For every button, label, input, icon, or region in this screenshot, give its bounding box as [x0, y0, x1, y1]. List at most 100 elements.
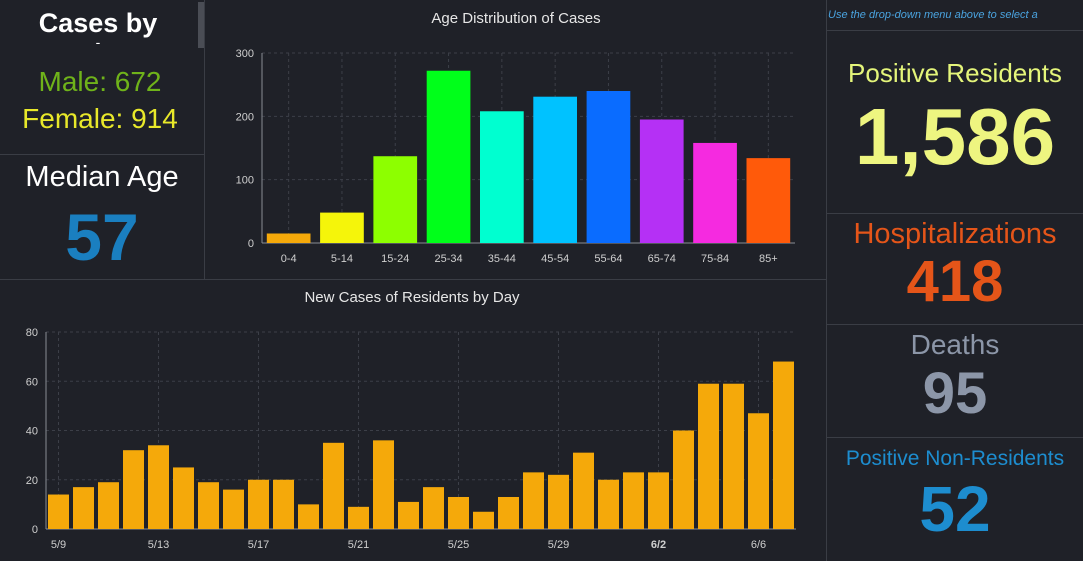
bar-5/13[interactable]	[148, 445, 169, 529]
bar-5/9[interactable]	[48, 494, 69, 529]
bar-6/5[interactable]	[723, 383, 744, 529]
deaths-label: Deaths	[910, 329, 1000, 360]
x-tick-label: 25-34	[434, 253, 462, 265]
bar-5/31[interactable]	[598, 479, 619, 529]
x-tick-label: 85+	[759, 253, 778, 265]
hospitalizations-label: Hospitalizations	[853, 218, 1057, 250]
bar-5/24[interactable]	[423, 487, 444, 529]
bar-5/26[interactable]	[473, 511, 494, 529]
separator	[827, 30, 1083, 31]
median-age-panel: Median Age 57	[0, 155, 204, 279]
panel-scrollbar[interactable]	[198, 2, 204, 48]
x-tick-label: 15-24	[381, 253, 409, 265]
median-age-label: Median Age	[25, 161, 179, 193]
x-tick-label: 5/9	[51, 539, 66, 551]
bar-35-44[interactable]	[479, 111, 524, 244]
deaths-value: 95	[922, 361, 988, 426]
bar-5/29[interactable]	[548, 474, 569, 529]
y-tick-label: 80	[26, 327, 38, 339]
bar-65-74[interactable]	[639, 119, 684, 244]
y-tick-label: 60	[26, 376, 38, 388]
bar-5/27[interactable]	[498, 496, 519, 529]
bar-5/10[interactable]	[73, 487, 94, 529]
separator	[0, 279, 826, 280]
bar-5-14[interactable]	[320, 212, 364, 243]
bar-15-24[interactable]	[373, 156, 418, 243]
y-tick-label: 0	[32, 524, 38, 536]
bar-75-84[interactable]	[693, 142, 737, 243]
y-tick-label: 0	[248, 238, 254, 250]
bar-6/2[interactable]	[648, 472, 669, 529]
separator	[0, 154, 204, 155]
gender-panel-title: Cases by	[38, 8, 158, 38]
x-tick-label: 55-64	[594, 253, 622, 265]
y-tick-label: 300	[236, 48, 254, 60]
bar-0-4[interactable]	[266, 233, 311, 244]
y-tick-label: 20	[26, 475, 38, 487]
x-tick-label: 6/2	[651, 539, 666, 551]
x-tick-label: 0-4	[281, 253, 297, 265]
separator	[826, 0, 827, 561]
x-tick-label: 6/6	[751, 539, 766, 551]
positive-residents-panel: Positive Residents 1,586	[827, 58, 1083, 177]
positive-residents-value: 1,586	[854, 92, 1056, 181]
gender-panel-subtitle: -	[95, 34, 101, 50]
bar-5/28[interactable]	[523, 472, 544, 529]
daily-cases-chart: New Cases of Residents by Day 0 20 40 60 80 5…	[26, 289, 796, 551]
bar-5/19[interactable]	[298, 504, 319, 529]
daily-chart-title: New Cases of Residents by Day	[304, 289, 520, 306]
x-tick-label: 75-84	[701, 253, 729, 265]
bar-6/3[interactable]	[673, 430, 694, 530]
age-chart-title: Age Distribution of Cases	[431, 10, 600, 27]
bar-5/17[interactable]	[248, 479, 269, 529]
x-tick-label: 5/21	[348, 539, 369, 551]
x-tick-label: 5/13	[148, 539, 169, 551]
x-tick-label: 5/29	[548, 539, 569, 551]
bar-5/16[interactable]	[223, 489, 244, 529]
hospitalizations-value: 418	[906, 249, 1004, 314]
hospitalizations-panel: Hospitalizations 418	[827, 218, 1083, 311]
bar-5/23[interactable]	[398, 501, 419, 529]
bar-25-34[interactable]	[426, 70, 471, 243]
bar-45-54[interactable]	[533, 96, 578, 243]
y-tick-label: 40	[26, 426, 38, 438]
y-tick-label: 100	[236, 175, 254, 187]
dropdown-instruction: Use the drop-down menu above to select a	[828, 9, 1038, 21]
bar-5/22[interactable]	[373, 440, 394, 529]
bar-55-64[interactable]	[586, 91, 631, 243]
positive-residents-label: Positive Residents	[848, 58, 1062, 88]
x-tick-label: 35-44	[488, 253, 516, 265]
bar-5/18[interactable]	[273, 479, 294, 529]
bar-5/15[interactable]	[198, 482, 219, 529]
positive-non-residents-label: Positive Non-Residents	[845, 447, 1065, 470]
bar-85+[interactable]	[746, 158, 791, 243]
bar-5/30[interactable]	[573, 452, 594, 529]
positive-non-residents-value: 52	[919, 473, 991, 545]
median-age-value: 57	[65, 200, 139, 274]
bar-6/6[interactable]	[748, 413, 769, 529]
x-tick-label: 5/25	[448, 539, 469, 551]
bar-5/14[interactable]	[173, 467, 194, 529]
bar-5/20[interactable]	[323, 442, 344, 529]
age-distribution-chart: Age Distribution of Cases 0 100 200 300 0-4 5…	[236, 10, 795, 265]
bar-6/4[interactable]	[698, 383, 719, 529]
separator	[827, 213, 1083, 214]
deaths-panel: Deaths 95	[827, 329, 1083, 423]
bar-6/1[interactable]	[623, 472, 644, 529]
bar-6/7[interactable]	[773, 361, 794, 529]
y-tick-label: 200	[236, 111, 254, 123]
bar-5/21[interactable]	[348, 506, 369, 529]
positive-non-residents-panel: Positive Non-Residents 52	[827, 447, 1083, 541]
separator	[827, 324, 1083, 325]
bar-5/12[interactable]	[123, 450, 144, 529]
female-count: Female: 914	[22, 103, 178, 134]
x-tick-label: 45-54	[541, 253, 569, 265]
x-tick-label: 65-74	[648, 253, 676, 265]
x-tick-label: 5-14	[331, 253, 353, 265]
separator	[204, 0, 205, 279]
bar-5/11[interactable]	[98, 482, 119, 529]
separator	[827, 437, 1083, 438]
bar-5/25[interactable]	[448, 496, 469, 529]
male-count: Male: 672	[38, 66, 162, 97]
x-tick-label: 5/17	[248, 539, 269, 551]
